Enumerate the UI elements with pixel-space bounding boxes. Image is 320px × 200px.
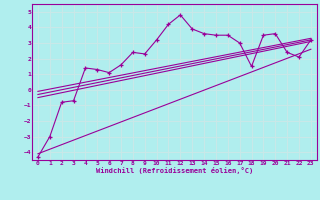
X-axis label: Windchill (Refroidissement éolien,°C): Windchill (Refroidissement éolien,°C)	[96, 167, 253, 174]
